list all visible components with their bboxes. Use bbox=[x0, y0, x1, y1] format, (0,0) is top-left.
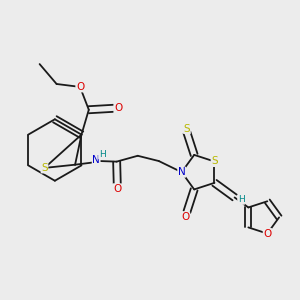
Text: O: O bbox=[76, 82, 84, 92]
Text: S: S bbox=[41, 163, 48, 173]
Text: S: S bbox=[211, 157, 218, 166]
Text: N: N bbox=[92, 154, 100, 165]
Text: H: H bbox=[99, 150, 105, 159]
Text: O: O bbox=[113, 184, 122, 194]
Text: S: S bbox=[184, 124, 190, 134]
Text: N: N bbox=[178, 167, 185, 177]
Text: O: O bbox=[263, 229, 272, 238]
Text: O: O bbox=[114, 103, 122, 113]
Text: H: H bbox=[238, 195, 244, 204]
Text: O: O bbox=[182, 212, 190, 222]
